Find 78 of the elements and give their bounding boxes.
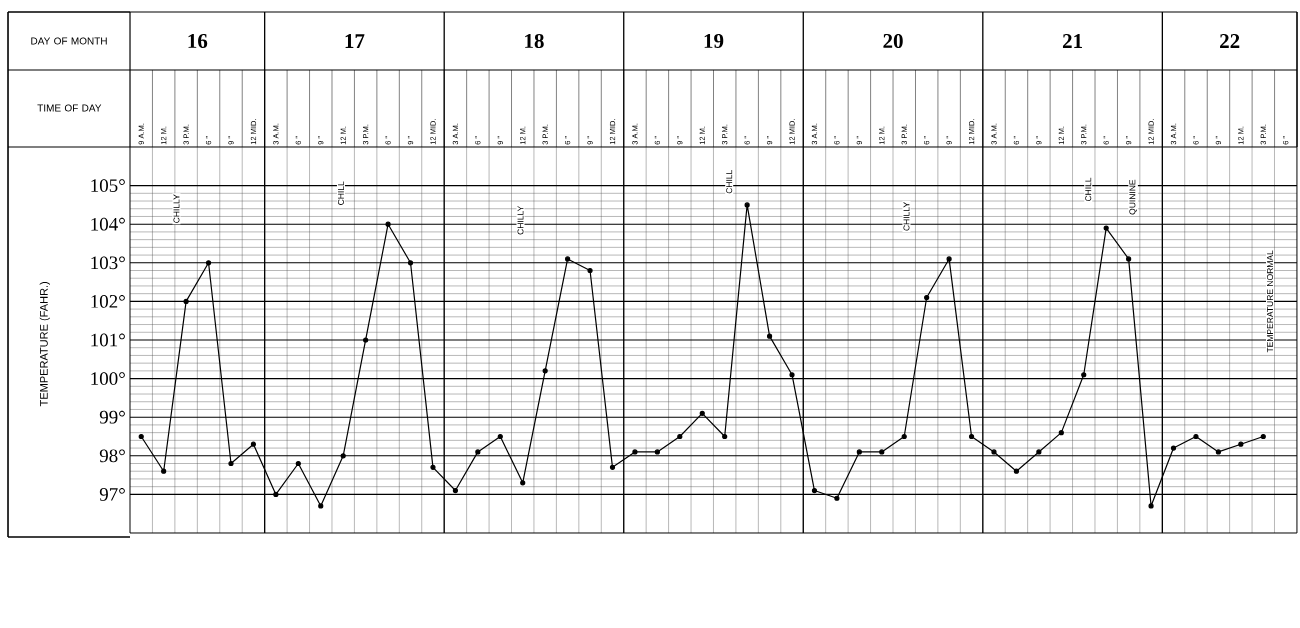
point [565,256,571,262]
point [609,464,616,470]
point [1081,372,1087,378]
point [946,256,952,262]
point [1238,441,1244,447]
point [654,449,660,455]
annotation: CHILLY [173,194,180,223]
point [430,464,436,470]
text: 17 [345,34,365,48]
x-axis-title: TIME OF DAY [37,104,102,112]
point [385,221,391,227]
point [295,460,301,467]
text: 18 [525,33,544,49]
annotation: CHILLY [903,202,910,231]
point [250,441,257,447]
point [699,410,705,416]
point [789,372,795,378]
annotation: TEMPERATURE NORMAL [1267,250,1274,353]
point [968,433,975,440]
point [1103,225,1109,231]
y-tick-label: 101° [91,333,125,347]
point [1058,430,1064,436]
point [1013,468,1020,474]
y-tick-label: 103° [91,256,125,270]
point [520,480,526,486]
annotation: CHILL [337,181,344,205]
point [766,333,773,339]
annotation: QUININE [1129,179,1137,215]
point [183,298,189,304]
point [363,337,369,343]
point [1036,449,1042,455]
point [856,449,862,455]
point [677,433,683,440]
point [340,453,346,459]
point [632,449,638,455]
y-tick-label: 105° [91,179,125,192]
y-axis-title: TEMPERATURE (FAHR.) [39,281,50,407]
point [475,449,481,455]
text: 16 [188,33,208,49]
point [161,468,167,474]
point [879,449,885,455]
annotation: CHILLY [517,205,524,235]
point [452,487,459,494]
point [318,503,324,509]
point [205,260,212,266]
text: 19 [704,33,724,49]
point [834,495,840,501]
y-tick-label: 98° [99,449,125,463]
point [1126,256,1132,262]
point [1260,433,1266,440]
y-tick-label: 99° [99,410,125,424]
text: 20 [883,33,903,49]
point [722,433,728,440]
point [407,260,414,266]
text: DAY OF MONTH [31,37,107,45]
y-tick-label: 97° [99,487,125,501]
point [587,267,593,274]
point [228,460,234,467]
point [1170,445,1177,451]
point [1148,503,1154,509]
y-tick-label: 100° [91,372,125,385]
text: 21 [1062,34,1082,48]
annotation: CHILL [726,169,733,194]
point [138,433,144,440]
point [1215,449,1221,455]
point [744,202,750,208]
point [901,433,907,440]
point [991,449,997,455]
point [497,433,503,440]
point [542,368,548,374]
point [811,487,818,494]
annotation: CHILL [1085,177,1092,202]
y-tick-label: 104° [91,217,125,231]
y-tick-label: 102° [91,294,125,308]
text: 22 [1220,34,1240,48]
point [273,491,279,497]
point [1193,433,1199,440]
point [924,294,930,301]
